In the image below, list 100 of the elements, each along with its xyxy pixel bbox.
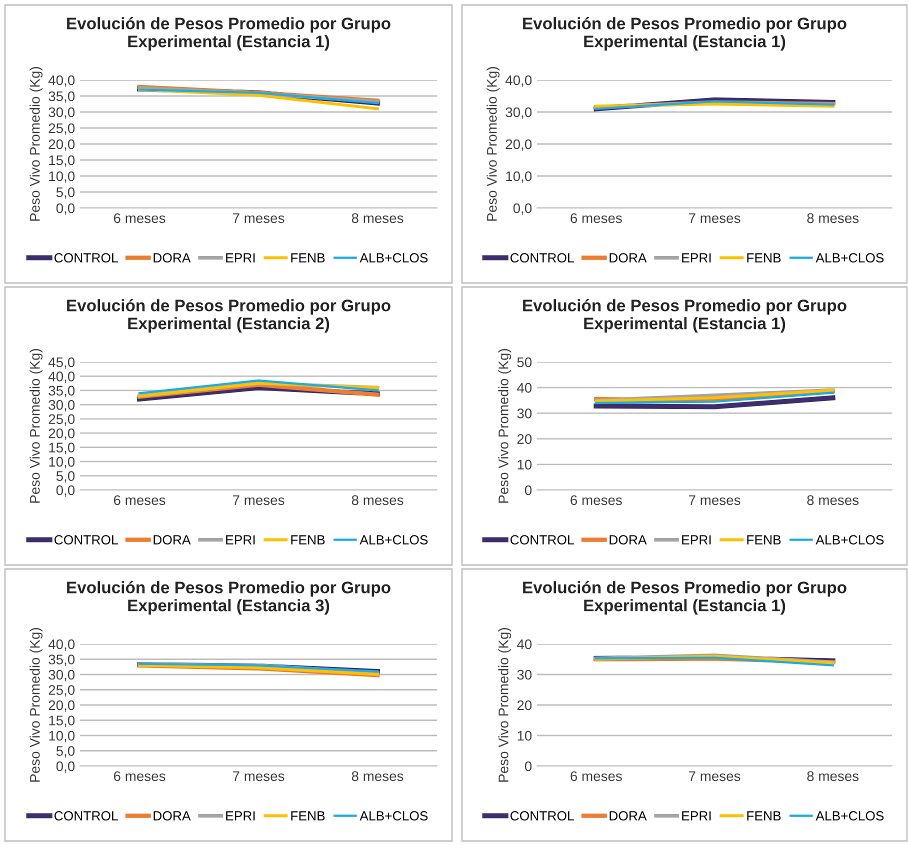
x-tick-label: 6 meses: [114, 495, 166, 506]
y-tick-label: 40,0: [505, 75, 532, 87]
legend-label: DORA: [610, 253, 647, 263]
y-tick-label: 10,0: [49, 730, 75, 742]
y-tick-label: 25,0: [48, 123, 75, 135]
y-tick-label: 20,0: [48, 139, 75, 151]
legend-label: FENB: [747, 253, 781, 262]
x-tick-label: 7 meses: [232, 495, 284, 506]
y-axis-title: Peso Vivo Promedio (Kg): [30, 349, 43, 503]
y-axis-title: Peso Vivo Promedio (Kg): [30, 628, 43, 782]
legend-label: ALB+CLOS: [360, 253, 428, 263]
y-tick-label: 0,0: [513, 203, 532, 215]
x-tick-label: 7 meses: [232, 213, 284, 224]
legend-label: CONTROL: [510, 535, 574, 545]
legend-label: EPRI: [226, 253, 255, 262]
legend-label: ALB+CLOS: [360, 811, 428, 821]
chart-title: Evolución de Pesos Promedio por Grupo Experimental (Estancia 1): [523, 581, 846, 615]
x-tick-label: 6 meses: [570, 771, 622, 782]
y-axis-title: Peso Vivo Promedio (Kg): [498, 349, 512, 503]
y-tick-label: 10,0: [506, 171, 532, 183]
y-tick-label: 30,0: [48, 107, 75, 119]
legend-label: EPRI: [682, 253, 711, 262]
chart-title: Evolución de Pesos Promedio por Grupo Experimental (Estancia 1): [523, 299, 846, 333]
legend-label: EPRI: [682, 811, 711, 820]
y-tick-label: 15,0: [49, 442, 75, 454]
legend-label: DORA: [610, 811, 647, 821]
legend-label: CONTROL: [510, 811, 574, 821]
x-tick-label: 7 meses: [688, 213, 740, 224]
legend-label: EPRI: [226, 535, 255, 544]
y-tick-label: 30: [517, 670, 532, 680]
y-tick-label: 35,0: [48, 654, 75, 666]
legend-label: FENB: [291, 253, 325, 262]
x-tick-label: 8 meses: [807, 495, 859, 506]
legend-label: ALB+CLOS: [816, 253, 884, 263]
y-tick-label: 25,0: [48, 414, 75, 426]
legend-label: DORA: [154, 535, 191, 545]
x-tick-label: 7 meses: [688, 495, 740, 506]
y-tick-label: 25,0: [48, 685, 75, 697]
chart-title: Evolución de Pesos Promedio por Grupo Experimental (Estancia 2): [67, 299, 390, 333]
y-axis-title: Peso Vivo Promedio (Kg): [498, 628, 512, 782]
y-tick-label: 40: [517, 639, 532, 650]
y-tick-label: 10,0: [49, 171, 75, 183]
y-tick-label: 20: [517, 700, 532, 710]
legend-label: CONTROL: [54, 535, 118, 545]
y-axis-title: Peso Vivo Promedio (Kg): [486, 67, 500, 221]
chart-title: Evolución de Pesos Promedio por Grupo Experimental (Estancia 3): [67, 581, 390, 615]
y-axis-title: Peso Vivo Promedio (Kg): [30, 67, 43, 221]
x-tick-label: 8 meses: [807, 213, 859, 224]
y-tick-label: 30,0: [48, 670, 75, 682]
legend-label: FENB: [747, 811, 781, 820]
legend-label: ALB+CLOS: [360, 535, 428, 545]
y-tick-label: 0,0: [56, 485, 75, 497]
y-tick-label: 10: [518, 460, 532, 470]
legend-label: FENB: [291, 535, 325, 544]
y-tick-label: 20: [517, 434, 532, 444]
x-tick-label: 8 meses: [352, 771, 404, 782]
x-tick-label: 6 meses: [114, 213, 166, 224]
x-tick-label: 6 meses: [114, 771, 166, 782]
x-tick-label: 8 meses: [352, 213, 404, 224]
x-tick-label: 8 meses: [807, 771, 859, 782]
chart-title: Evolución de Pesos Promedio por Grupo Experimental (Estancia 1): [523, 17, 846, 51]
chart-title: Evolución de Pesos Promedio por Grupo Experimental (Estancia 1): [67, 17, 390, 51]
y-tick-label: 15,0: [49, 716, 75, 728]
y-tick-label: 30: [517, 408, 532, 418]
x-tick-label: 6 meses: [570, 495, 622, 506]
legend-label: FENB: [747, 535, 781, 544]
y-tick-label: 20,0: [48, 428, 75, 440]
y-tick-label: 0,0: [56, 761, 75, 773]
y-tick-label: 5,0: [56, 746, 75, 758]
y-tick-label: 30,0: [48, 400, 75, 412]
y-tick-label: 10: [518, 730, 532, 741]
legend-label: CONTROL: [54, 811, 118, 821]
y-tick-label: 10,0: [49, 456, 75, 468]
y-tick-label: 20,0: [506, 139, 532, 151]
y-tick-label: 40,0: [48, 75, 75, 87]
y-tick-label: 0,0: [56, 203, 75, 215]
legend-label: ALB+CLOS: [816, 535, 884, 545]
y-tick-label: 35,0: [48, 91, 75, 103]
y-tick-label: 15,0: [49, 155, 75, 167]
y-tick-label: 35,0: [48, 386, 75, 398]
x-tick-label: 8 meses: [352, 495, 404, 506]
y-tick-label: 5,0: [56, 471, 75, 483]
y-tick-label: 45,0: [48, 357, 75, 369]
legend-label: CONTROL: [54, 253, 118, 263]
legend-label: ALB+CLOS: [816, 811, 884, 821]
y-tick-label: 20,0: [48, 700, 75, 712]
y-tick-label: 0: [524, 485, 532, 496]
y-tick-label: 5,0: [56, 187, 75, 199]
legend-label: DORA: [610, 535, 647, 545]
x-tick-label: 7 meses: [688, 771, 740, 782]
y-tick-label: 40,0: [48, 639, 75, 651]
y-tick-label: 30,0: [506, 107, 532, 119]
y-tick-label: 0: [524, 761, 532, 772]
legend-label: DORA: [154, 811, 191, 821]
y-tick-label: 40,0: [48, 372, 75, 384]
x-tick-label: 6 meses: [570, 213, 622, 224]
legend-label: CONTROL: [510, 253, 574, 263]
legend-label: FENB: [291, 811, 325, 820]
legend-label: EPRI: [682, 535, 711, 544]
y-tick-label: 40: [517, 382, 532, 393]
